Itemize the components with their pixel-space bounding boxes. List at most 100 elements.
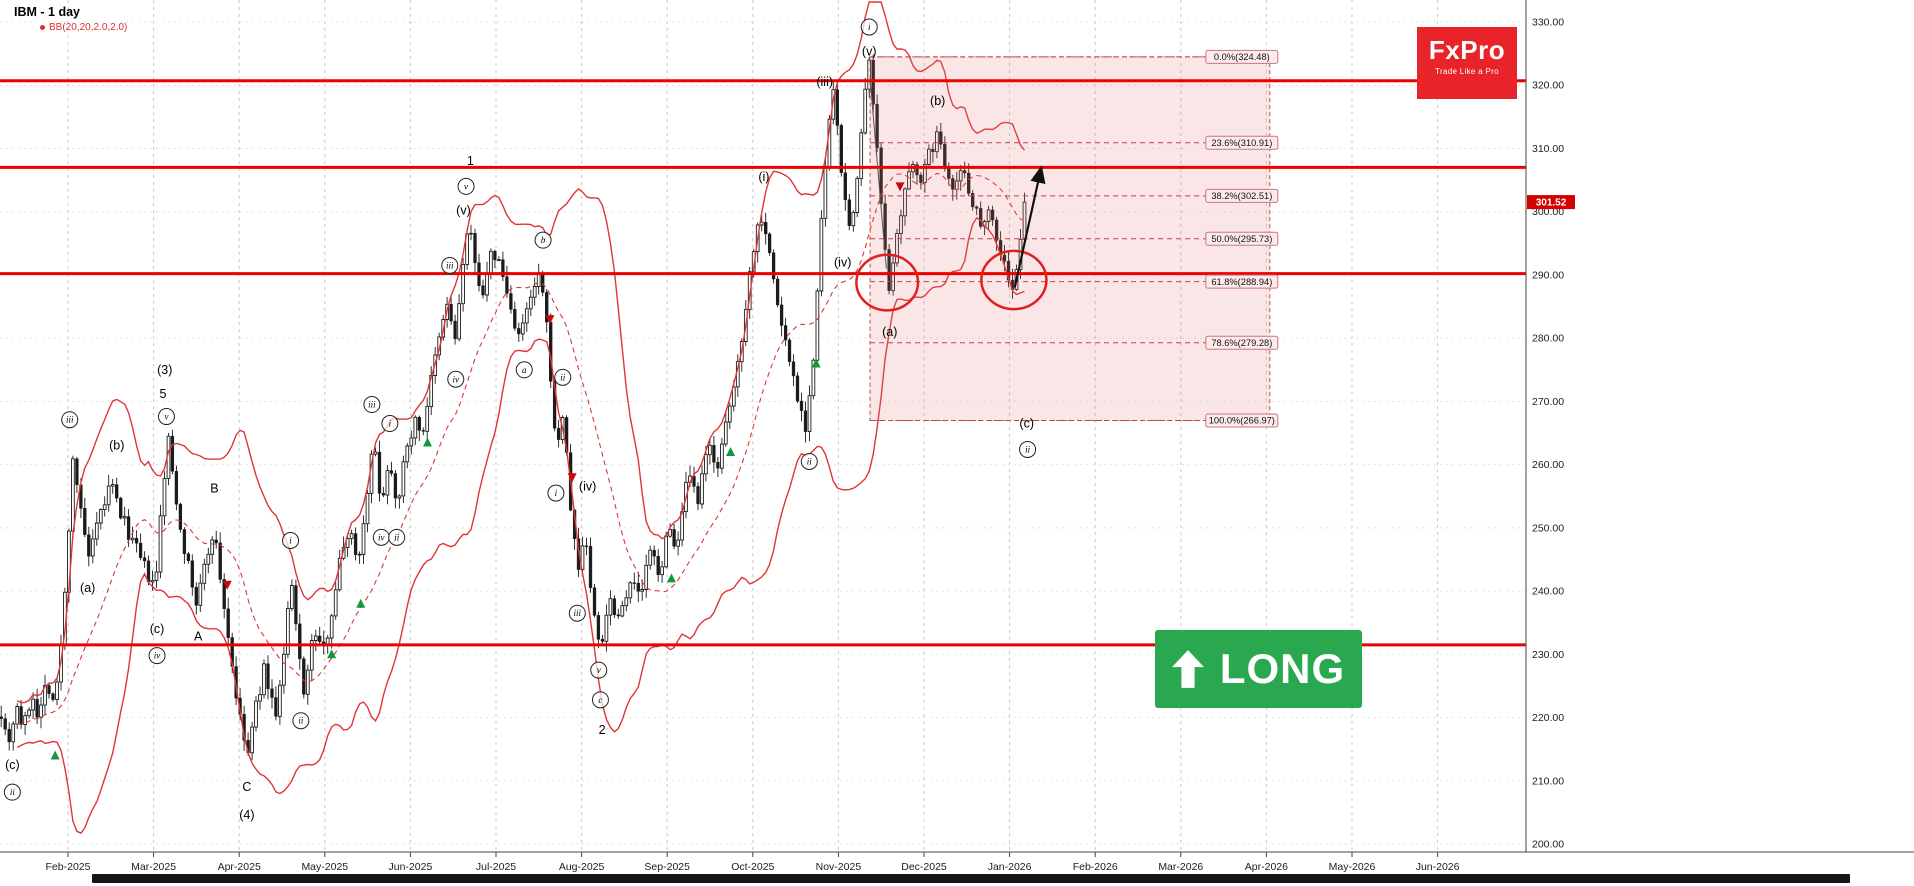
buy-marker-icon [811,358,821,368]
svg-text:v: v [164,412,168,422]
chart-legend: IBM - 1 day BB(20,20,2.0,2.0) [14,5,127,33]
svg-text:v: v [597,665,601,675]
wave-label: C [242,780,251,794]
wave-label-circled: v [157,408,175,426]
wave-label-circled: i [381,415,399,433]
time-axis-label: Jan-2026 [988,861,1032,873]
highlight-circle [980,249,1048,311]
projection-arrow [1013,165,1046,288]
fib-level-label: 50.0%(295.73) [1205,231,1279,246]
wave-label-circled: iii [363,396,381,414]
highlight-circle [855,253,920,312]
svg-text:i: i [868,22,871,32]
indicator-label: BB(20,20,2.0,2.0) [49,22,128,33]
wave-label-circled: iv [447,370,465,388]
wave-label-circled: b [534,231,552,249]
svg-text:ii: ii [298,716,304,726]
wave-label-circled: iii [441,256,459,274]
long-signal-badge: LONG [1155,630,1362,708]
last-price-tag: 301.52 [1527,195,1575,210]
price-axis-label: 240.00 [1532,586,1564,598]
price-axis-label: 210.00 [1532,775,1564,787]
svg-text:iv: iv [453,374,460,384]
wave-label: (c) [5,758,20,772]
svg-text:78.6%(279.28): 78.6%(279.28) [1211,338,1272,348]
svg-text:0.0%(324.48): 0.0%(324.48) [1214,52,1270,62]
price-axis-label: 280.00 [1532,333,1564,345]
time-axis-label: Oct-2025 [731,861,774,873]
buy-marker-icon [666,573,676,583]
price-axis-label: 270.00 [1532,396,1564,408]
price-axis-label: 260.00 [1532,459,1564,471]
sell-marker-icon [545,315,555,325]
bottom-scrollbar[interactable] [92,874,1850,883]
buy-marker-icon [356,598,366,608]
time-axis-label: Jun-2026 [1416,861,1460,873]
buy-marker-icon [50,750,60,760]
wave-label-circled: ii [388,528,406,546]
svg-text:iii: iii [574,608,582,618]
svg-text:ii: ii [1025,444,1031,454]
wave-label: (c) [1019,417,1034,431]
sell-marker-icon [895,182,905,192]
wave-label: (iv) [579,480,596,494]
svg-text:50.0%(295.73): 50.0%(295.73) [1211,234,1272,244]
wave-label: (iv) [834,255,851,269]
price-axis-label: 250.00 [1532,522,1564,534]
wave-label-circled: a [515,361,533,379]
fxpro-logo: FxPro Trade Like a Pro [1417,27,1517,99]
time-axis-label: Mar-2025 [131,861,176,873]
price-axis-label: 230.00 [1532,649,1564,661]
fib-level-label: 23.6%(310.91) [1205,135,1279,150]
price-axis-label: 200.00 [1532,839,1564,851]
wave-label: (b) [930,94,945,108]
fib-level-label: 38.2%(302.51) [1205,188,1279,203]
time-axis-label: Apr-2025 [218,861,261,873]
svg-text:ii: ii [560,372,566,382]
up-candles [11,59,1027,754]
buy-marker-icon [423,437,433,447]
fib-level-label: 78.6%(279.28) [1205,335,1279,350]
wave-label: (v) [456,203,471,217]
wave-label: 2 [599,723,606,737]
time-axis-label: Dec-2025 [901,861,947,873]
price-axis-label: 220.00 [1532,712,1564,724]
time-axis-label: Apr-2026 [1245,861,1288,873]
wave-label: (v) [862,45,877,59]
svg-text:ii: ii [394,532,400,542]
svg-text:iii: iii [66,415,74,425]
svg-text:iii: iii [446,260,454,270]
wave-label: (iii) [816,75,833,89]
indicator-bullet-icon [40,25,45,30]
price-axis-label: 330.00 [1532,17,1564,29]
svg-text:23.6%(310.91): 23.6%(310.91) [1211,138,1272,148]
fib-level-label: 100.0%(266.97) [1205,413,1279,428]
time-axis-label: Nov-2025 [816,861,862,873]
wave-label-circled: ii [3,783,21,801]
time-axis-label: Feb-2025 [46,861,91,873]
fxpro-tagline: Trade Like a Pro [1435,67,1499,76]
wave-connector-line [869,78,887,269]
svg-text:ii: ii [10,787,16,797]
fib-level-label: 0.0%(324.48) [1205,49,1279,64]
fib-level-label: 61.8%(288.94) [1205,274,1279,289]
wave-label-circled: i [282,531,300,549]
svg-text:a: a [522,365,527,375]
time-axis-label: May-2025 [301,861,348,873]
price-axis-label: 300.00 [1532,206,1564,218]
time-axis-label: Mar-2026 [1158,861,1203,873]
long-signal-label: LONG [1219,645,1346,692]
wave-label: (c) [150,622,165,636]
wave-label-circled: v [457,177,475,195]
wave-label-circled: ii [554,368,572,386]
wave-label: (4) [239,808,254,822]
svg-text:b: b [541,235,546,245]
wave-label-circled: iv [148,647,166,665]
svg-text:iv: iv [154,651,161,661]
price-axis-label: 290.00 [1532,269,1564,281]
symbol-title: IBM - 1 day [14,5,80,19]
price-axis-label: 310.00 [1532,143,1564,155]
svg-text:ii: ii [807,456,813,466]
time-axis-label: May-2026 [1329,861,1376,873]
